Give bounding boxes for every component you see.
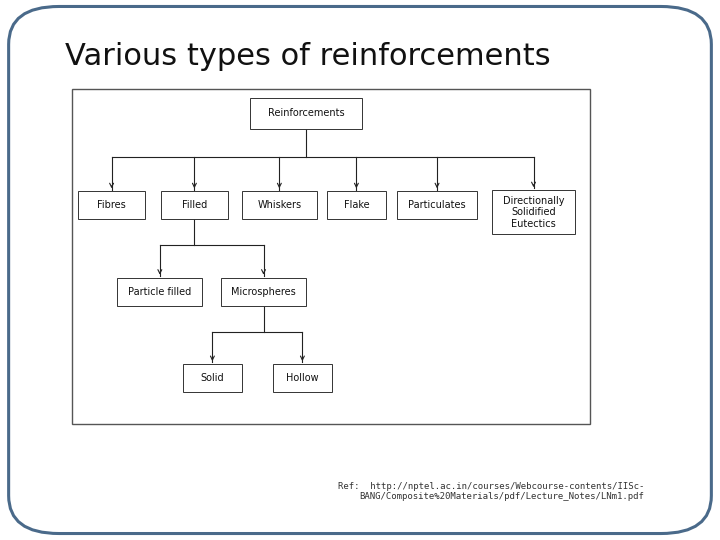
Text: Whiskers: Whiskers bbox=[257, 200, 302, 210]
Text: Filled: Filled bbox=[181, 200, 207, 210]
FancyBboxPatch shape bbox=[221, 278, 306, 306]
Text: Directionally
Solidified
Eutectics: Directionally Solidified Eutectics bbox=[503, 195, 564, 229]
Text: Reinforcements: Reinforcements bbox=[268, 109, 344, 118]
Text: Various types of reinforcements: Various types of reinforcements bbox=[65, 42, 550, 71]
Text: Fibres: Fibres bbox=[97, 200, 126, 210]
FancyBboxPatch shape bbox=[161, 191, 228, 219]
Text: Particle filled: Particle filled bbox=[128, 287, 192, 296]
FancyBboxPatch shape bbox=[272, 364, 333, 392]
Text: Microspheres: Microspheres bbox=[231, 287, 296, 296]
Text: Flake: Flake bbox=[343, 200, 369, 210]
FancyBboxPatch shape bbox=[78, 191, 145, 219]
FancyBboxPatch shape bbox=[242, 191, 318, 219]
FancyBboxPatch shape bbox=[397, 191, 477, 219]
Text: Particulates: Particulates bbox=[408, 200, 466, 210]
FancyBboxPatch shape bbox=[251, 98, 361, 129]
Text: Ref:  http://nptel.ac.in/courses/Webcourse-contents/IISc-
BANG/Composite%20Mater: Ref: http://nptel.ac.in/courses/Webcours… bbox=[338, 482, 644, 501]
FancyBboxPatch shape bbox=[327, 191, 386, 219]
FancyBboxPatch shape bbox=[9, 6, 711, 534]
FancyBboxPatch shape bbox=[183, 364, 243, 392]
FancyBboxPatch shape bbox=[117, 278, 202, 306]
FancyBboxPatch shape bbox=[72, 89, 590, 424]
FancyBboxPatch shape bbox=[492, 190, 575, 234]
Text: Hollow: Hollow bbox=[286, 373, 319, 383]
Text: Solid: Solid bbox=[201, 373, 224, 383]
